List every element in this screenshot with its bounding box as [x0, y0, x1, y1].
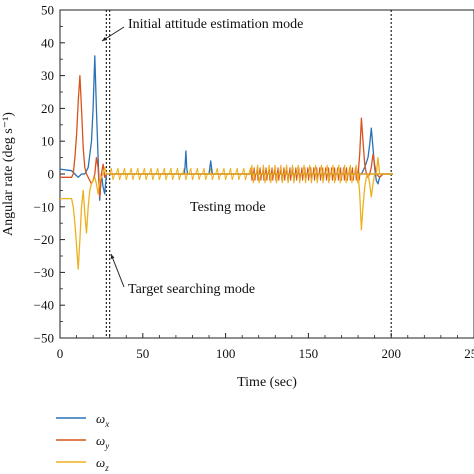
y-tick-label-0: 50 — [41, 3, 54, 18]
y-tick-label-10: −50 — [34, 331, 54, 346]
legend-label-z: ωz — [96, 455, 109, 473]
x-tick-label-0: 0 — [57, 346, 64, 361]
y-tick-label-6: −10 — [34, 199, 54, 214]
x-tick-label-5: 250 — [464, 346, 474, 361]
x-tick-label-1: 50 — [136, 346, 149, 361]
x-axis-title: Time (sec) — [237, 375, 297, 390]
legend-label-x: ωx — [96, 411, 109, 429]
x-tick-label-4: 200 — [381, 346, 401, 361]
y-tick-label-4: 10 — [41, 134, 54, 149]
y-tick-label-2: 30 — [41, 68, 54, 83]
y-tick-label-8: −30 — [34, 265, 54, 280]
series-layer — [59, 55, 393, 270]
y-tick-label-9: −40 — [34, 298, 54, 313]
legend-subscript-x: x — [104, 419, 109, 429]
ticks-layer: 05010015020025050403020100−10−20−30−40−5… — [34, 3, 474, 361]
y-tick-label-3: 20 — [41, 101, 54, 116]
legend: ωx ωy ωz — [56, 411, 109, 473]
annotation-arrowhead-2 — [110, 254, 115, 259]
legend-label-y: ωy — [96, 433, 109, 451]
series-line-ωz — [60, 156, 393, 270]
annotation-arrowhead-0 — [102, 36, 107, 41]
y-tick-label-7: −20 — [34, 232, 54, 247]
annotation-1: Testing mode — [190, 200, 266, 215]
annotation-layer: Initial attitude estimation mode Testing … — [101, 17, 303, 297]
annotation-0: Initial attitude estimation mode — [128, 17, 303, 32]
y-tick-label-5: 0 — [48, 167, 55, 182]
y-axis-title: Angular rate (deg s⁻¹) — [1, 112, 16, 236]
y-tick-label-1: 40 — [41, 35, 54, 50]
x-tick-label-2: 100 — [216, 346, 236, 361]
legend-subscript-z: z — [104, 463, 109, 473]
x-tick-label-3: 150 — [299, 346, 319, 361]
annotation-2: Target searching mode — [128, 282, 255, 297]
annotation-arrow-2 — [110, 253, 125, 288]
legend-subscript-y: y — [104, 441, 109, 451]
